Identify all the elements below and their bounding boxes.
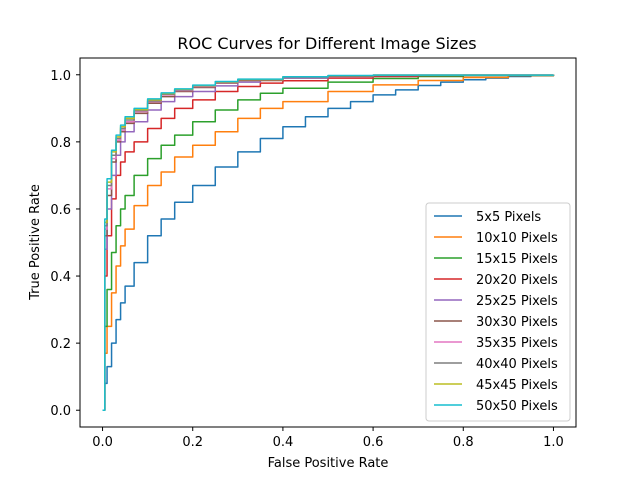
- plot-lines: [102, 74, 555, 411]
- x-tick-label: 0.2: [182, 435, 203, 450]
- legend-label: 45x45 Pixels: [476, 378, 558, 393]
- x-tick-label: 0.4: [273, 435, 294, 450]
- y-axis-ticks: 0.0 0.2 0.4 0.6 0.8 1.0: [50, 69, 80, 419]
- legend-label: 15x15 Pixels: [476, 252, 558, 267]
- series-line-4: [102, 74, 555, 411]
- x-tick-label: 1.0: [543, 435, 564, 450]
- x-axis-ticks: 0.0 0.2 0.4 0.6 0.8 1.0: [92, 427, 564, 450]
- y-axis-label: True Positive Rate: [28, 184, 43, 301]
- legend-label: 35x35 Pixels: [476, 336, 558, 351]
- legend-label: 10x10 Pixels: [476, 231, 558, 246]
- series-line-1: [102, 74, 555, 411]
- y-tick-label: 0.6: [50, 203, 71, 218]
- series-line-3: [102, 74, 555, 411]
- plot-frame: [79, 57, 577, 428]
- x-tick-label: 0.0: [92, 435, 113, 450]
- y-tick-label: 0.4: [50, 270, 71, 285]
- x-tick-label: 0.8: [453, 435, 474, 450]
- legend: 5x5 Pixels 10x10 Pixels 15x15 Pixels 20x20 …: [425, 202, 571, 422]
- x-axis-label: False Positive Rate: [268, 456, 389, 471]
- legend-label: 30x30 Pixels: [476, 315, 558, 330]
- legend-label: 20x20 Pixels: [476, 273, 558, 288]
- x-tick-label: 0.6: [363, 435, 384, 450]
- y-tick-label: 0.0: [50, 404, 71, 419]
- series-line-2: [102, 74, 555, 411]
- y-tick-label: 0.2: [50, 337, 71, 352]
- legend-label: 25x25 Pixels: [476, 294, 558, 309]
- y-tick-label: 0.8: [50, 136, 71, 151]
- legend-label: 5x5 Pixels: [476, 210, 541, 225]
- series-line-10: [102, 74, 555, 411]
- legend-label: 50x50 Pixels: [476, 399, 558, 414]
- chart-title: ROC Curves for Different Image Sizes: [177, 34, 476, 53]
- legend-label: 40x40 Pixels: [476, 357, 558, 372]
- y-tick-label: 1.0: [50, 69, 71, 84]
